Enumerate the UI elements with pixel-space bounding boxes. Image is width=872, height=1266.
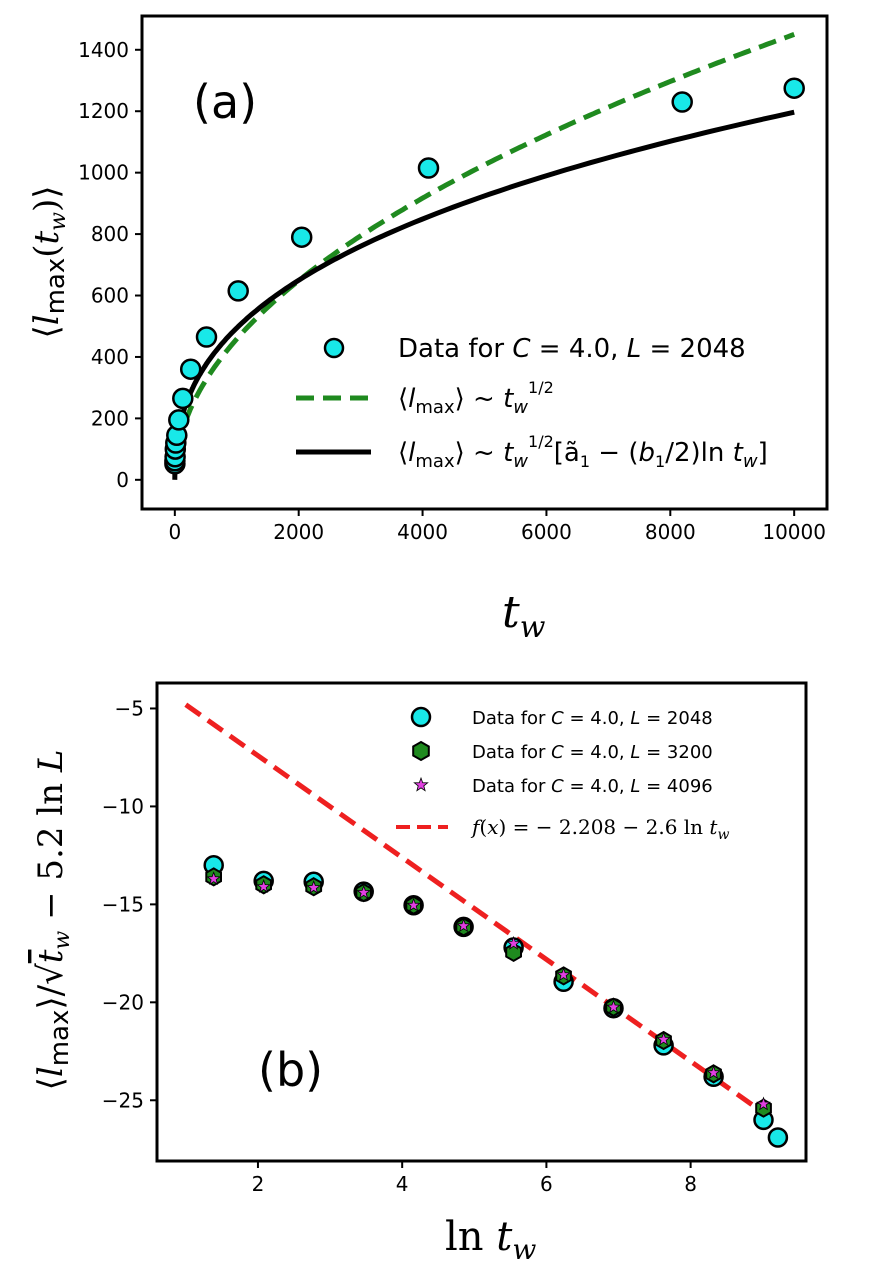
b-ytick-label-3: −20: [102, 990, 144, 1014]
b-legend-label-3200: Data for C = 4.0, L = 3200: [472, 742, 713, 763]
b-legend-marker-2048: [410, 706, 432, 728]
b-point-2048-12: [767, 1127, 789, 1148]
a-ytick-label-1: 200: [91, 406, 129, 430]
b-point-4096-3: [356, 884, 372, 899]
b-legend-marker-3200: [412, 740, 430, 762]
a-point-11: [290, 226, 313, 248]
b-legend-label-2048: Data for C = 4.0, L = 2048: [472, 708, 713, 729]
b-point-4096-2: [306, 880, 321, 894]
a-legend-label-data: Data for C = 4.0, L = 2048: [398, 334, 746, 364]
a-point-8: [179, 358, 202, 380]
a-point-6: [168, 409, 190, 431]
panel-a: 0 2000 4000 6000 8000 10000 0 200 400 600 800 1000 1…: [27, 14, 829, 645]
b-point-4096-4: [406, 897, 421, 912]
a-xtick-label-0: 0: [168, 520, 181, 544]
a-marks: [164, 32, 805, 480]
b-fit-line: [184, 702, 765, 1115]
panel-b: 2 4 6 8 −5 −10 −15 −20 −25 (b) Data for C = 4.0,…: [31, 681, 808, 1266]
b-xlabel: ln tw: [445, 1214, 536, 1266]
a-legend-label-sqrt: ⟨lmax⟩ ~ tw1/2: [398, 378, 554, 418]
b-ytick-label-1: −10: [102, 794, 144, 818]
a-ytick-label-4: 800: [91, 222, 129, 246]
a-curve-fit: [172, 109, 795, 480]
b-ytick-label-0: −5: [115, 696, 144, 720]
a-curve-sqrt: [175, 32, 796, 449]
b-point-4096-10: [706, 1065, 721, 1080]
b-xtick-label-0: 2: [252, 1172, 265, 1196]
b-point-4096-8: [606, 999, 621, 1014]
a-xtick-label-5: 10000: [762, 520, 826, 544]
a-point-10: [227, 280, 249, 302]
a-plot-frame: [140, 14, 829, 511]
a-point-12: [417, 157, 440, 179]
b-point-4096-6: [506, 935, 521, 950]
b-xtick-label-2: 6: [540, 1172, 553, 1196]
a-point-14: [783, 77, 805, 99]
a-xtick-label-2: 4000: [397, 520, 448, 544]
a-panel-label: (a): [193, 75, 257, 129]
b-point-4096-0: [206, 871, 222, 886]
b-ticks: 2 4 6 8 −5 −10 −15 −20 −25: [102, 696, 697, 1196]
a-point-7: [172, 387, 194, 410]
a-point-9: [195, 326, 218, 348]
b-legend-marker-4096: [413, 776, 429, 792]
b-panel-label: (b): [258, 1043, 323, 1097]
a-xlabel: tw: [502, 587, 546, 645]
a-legend-marker-data: [323, 337, 345, 359]
a-xtick-label-1: 2000: [273, 520, 324, 544]
a-xtick-label-3: 6000: [521, 520, 572, 544]
a-ytick-label-2: 400: [91, 345, 129, 369]
b-point-4096-11: [756, 1096, 771, 1111]
a-ytick-label-5: 1000: [78, 161, 129, 185]
a-legend-label-fit: ⟨lmax⟩ ~ tw1/2[ã1 − (b1/2)ln tw]: [398, 432, 768, 472]
b-legend: Data for C = 4.0, L = 2048 Data for C = …: [396, 706, 729, 843]
a-xtick-label-4: 8000: [645, 520, 696, 544]
b-ytick-label-4: −25: [102, 1088, 144, 1112]
a-ylabel: ⟨lmax(tw)⟩: [27, 185, 71, 338]
b-ylabel: ⟨lmax⟩/√tw − 5.2 ln L: [31, 750, 75, 1091]
a-ytick-label-3: 600: [91, 284, 129, 308]
b-legend-label-fit: f(x) = − 2.208 − 2.6 ln tw: [470, 815, 729, 843]
a-ytick-label-0: 0: [116, 468, 129, 492]
b-point-4096-1: [256, 878, 271, 893]
b-point-4096-5: [456, 918, 471, 933]
a-legend: Data for C = 4.0, L = 2048 ⟨lmax⟩ ~ tw1/…: [296, 334, 768, 472]
b-xtick-label-3: 8: [684, 1172, 697, 1196]
b-point-4096-9: [656, 1031, 671, 1046]
a-ytick-label-7: 1400: [78, 38, 129, 62]
a-ytick-label-6: 1200: [78, 99, 129, 123]
b-legend-label-4096: Data for C = 4.0, L = 4096: [472, 776, 713, 797]
b-ytick-label-2: −15: [102, 892, 144, 916]
b-plot-frame: [155, 681, 808, 1163]
b-point-4096-7: [556, 967, 571, 982]
b-marks: [184, 702, 789, 1148]
a-ticks: 0 2000 4000 6000 8000 10000 0 200 400 600 800 1000 1…: [78, 38, 826, 544]
a-point-13: [671, 91, 693, 113]
b-xtick-label-1: 4: [396, 1172, 409, 1196]
